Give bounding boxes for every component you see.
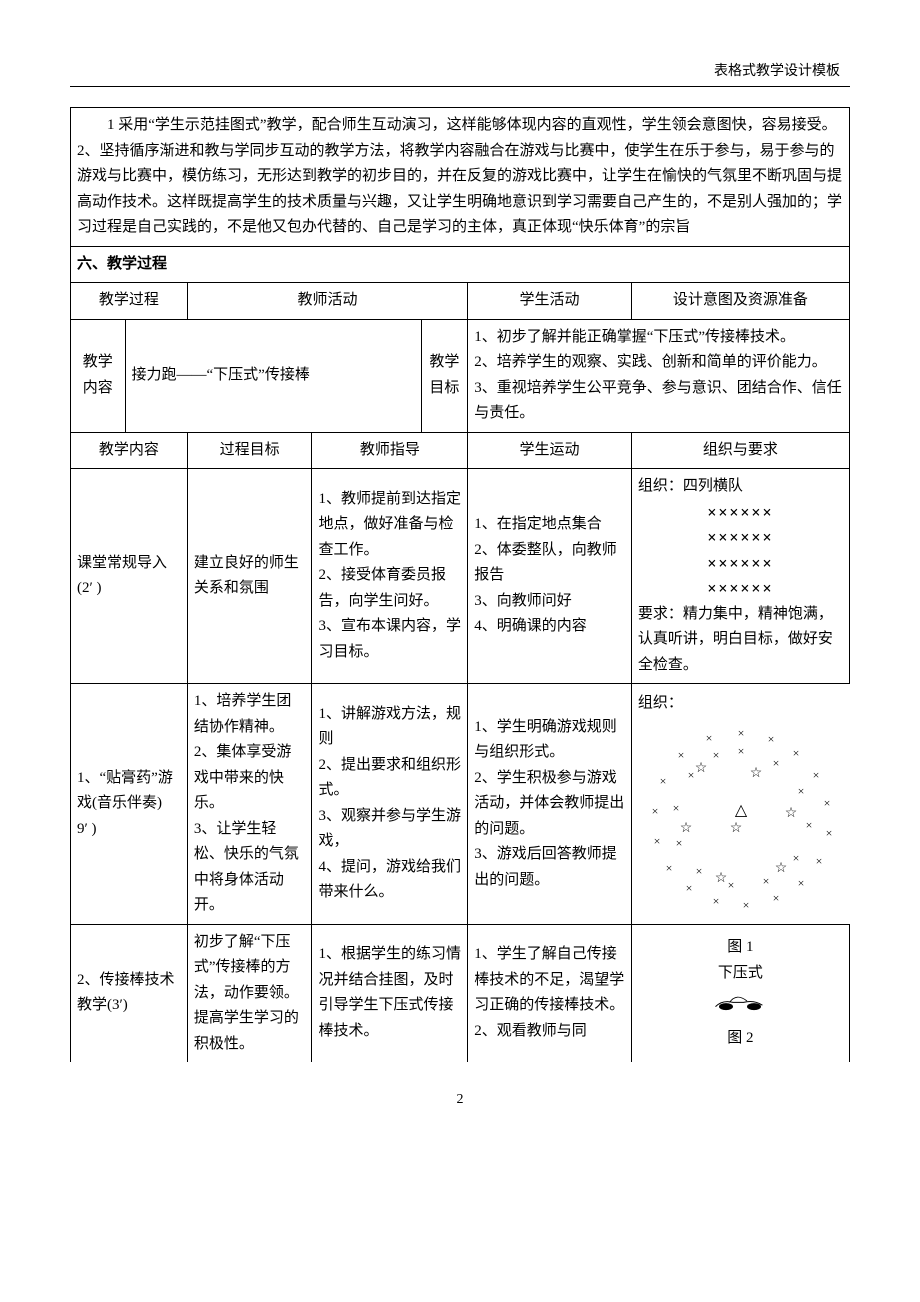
r3-goal: 初步了解“下压式”传接棒的方法，动作要领。提高学生学习的积极性。	[187, 924, 312, 1062]
running-header: 表格式教学设计模板	[70, 60, 850, 80]
r2-org: 组织： ××× ××× ××× ××× ××× ××× ××× ×××	[631, 684, 849, 925]
svg-text:☆: ☆	[679, 821, 692, 836]
r1-org: 组织：四列横队 ×××××× ×××××× ×××××× ×××××× 要求：精…	[631, 469, 849, 684]
svg-text:×: ×	[762, 874, 769, 888]
sub-hdr-teacher: 教师指导	[312, 432, 468, 469]
svg-text:×: ×	[675, 836, 682, 850]
r3-org: 图 1 下压式 图 2	[631, 924, 849, 1062]
svg-text:×: ×	[792, 746, 799, 760]
intro-para2: 2、坚持循序渐进和教与学同步互动的教学方法，将教学内容融合在游戏与比赛中，使学生…	[77, 139, 843, 241]
hdr-teacher: 教师活动	[187, 283, 467, 320]
svg-text:×: ×	[651, 804, 658, 818]
overview-content-label: 教学内容	[71, 319, 126, 432]
circle-formation-diagram: ××× ××× ××× ××× ××× ××× ××× ××× ××× ××× …	[641, 717, 841, 917]
svg-text:☆: ☆	[774, 861, 787, 876]
baton-hand-icon	[705, 986, 775, 1016]
section6-header: 六、教学过程	[71, 246, 850, 283]
r1-goal: 建立良好的师生关系和氛围	[187, 469, 312, 684]
svg-text:×: ×	[825, 826, 832, 840]
hdr-design: 设计意图及资源准备	[631, 283, 849, 320]
svg-text:×: ×	[737, 726, 744, 740]
page-number: 2	[70, 1092, 850, 1108]
r3-content: 2、传接棒技术教学(3′)	[71, 924, 188, 1062]
overview-goal-label: 教学目标	[421, 319, 468, 432]
r2-teacher: 1、讲解游戏方法，规则 2、提出要求和组织形式。 3、观察并参与学生游戏， 4、…	[312, 684, 468, 925]
overview-content-text: 接力跑——“下压式”传接棒	[125, 319, 421, 432]
svg-text:×: ×	[687, 768, 694, 782]
svg-text:×: ×	[797, 876, 804, 890]
r1-org-row3: ××××××	[638, 576, 843, 602]
hdr-student: 学生活动	[468, 283, 632, 320]
svg-text:×: ×	[727, 878, 734, 892]
r1-student: 1、在指定地点集合 2、体委整队，向教师报告 3、向教师问好 4、明确课的内容	[468, 469, 632, 684]
header-rule	[70, 86, 850, 87]
r3-student: 1、学生了解自己传接棒技术的不足，渴望学习正确的传接棒技术。 2、观看教师与同	[468, 924, 632, 1062]
svg-text:☆: ☆	[784, 806, 797, 821]
svg-text:☆: ☆	[749, 766, 762, 781]
svg-text:×: ×	[797, 784, 804, 798]
r1-org-top: 组织：四列横队	[638, 478, 743, 494]
svg-text:×: ×	[695, 864, 702, 878]
sub-hdr-content: 教学内容	[71, 432, 188, 469]
r1-org-row2: ××××××	[638, 551, 843, 577]
svg-text:×: ×	[737, 744, 744, 758]
svg-text:×: ×	[742, 898, 749, 912]
svg-text:☆: ☆	[729, 821, 742, 836]
r1-content: 课堂常规导入(2′ )	[71, 469, 188, 684]
svg-text:×: ×	[672, 801, 679, 815]
fig1-label: 图 1	[727, 939, 753, 955]
svg-text:×: ×	[772, 756, 779, 770]
fig1-caption: 下压式	[718, 965, 763, 981]
r2-org-label: 组织：	[638, 695, 683, 711]
svg-text:×: ×	[712, 748, 719, 762]
sub-hdr-student: 学生运动	[468, 432, 632, 469]
intro-para1: 1 采用“学生示范挂图式”教学，配合师生互动演习，这样能够体现内容的直观性，学生…	[77, 113, 843, 139]
r3-teacher: 1、根据学生的练习情况并结合挂图，及时引导学生下压式传接棒技术。	[312, 924, 468, 1062]
svg-text:△: △	[735, 802, 748, 819]
r2-student: 1、学生明确游戏规则与组织形式。 2、学生积极参与游戏活动，并体会教师提出的问题…	[468, 684, 632, 925]
svg-text:×: ×	[712, 894, 719, 908]
r1-org-row0: ××××××	[638, 500, 843, 526]
overview-goal-text: 1、初步了解并能正确掌握“下压式”传接棒技术。 2、培养学生的观察、实践、创新和…	[468, 319, 850, 432]
r1-org-bottom: 要求：精力集中，精神饱满，认真听讲，明白目标，做好安全检查。	[638, 606, 833, 673]
sub-hdr-org: 组织与要求	[631, 432, 849, 469]
r2-goal: 1、培养学生团结协作精神。 2、集体享受游戏中带来的快乐。 3、让学生轻松、快乐…	[187, 684, 312, 925]
svg-text:×: ×	[772, 891, 779, 905]
svg-text:×: ×	[792, 851, 799, 865]
sub-hdr-goal: 过程目标	[187, 432, 312, 469]
svg-text:×: ×	[653, 834, 660, 848]
fig2-label: 图 2	[727, 1030, 753, 1046]
svg-text:×: ×	[685, 881, 692, 895]
svg-text:×: ×	[805, 818, 812, 832]
svg-text:×: ×	[812, 768, 819, 782]
svg-text:×: ×	[659, 774, 666, 788]
r2-content: 1、“贴膏药”游戏(音乐伴奏) 9′ )	[71, 684, 188, 925]
lesson-plan-table: 1 采用“学生示范挂图式”教学，配合师生互动演习，这样能够体现内容的直观性，学生…	[70, 107, 850, 1062]
r1-teacher: 1、教师提前到达指定地点，做好准备与检查工作。 2、接受体育委员报告，向学生问好…	[312, 469, 468, 684]
intro-cell: 1 采用“学生示范挂图式”教学，配合师生互动演习，这样能够体现内容的直观性，学生…	[71, 108, 850, 247]
svg-text:×: ×	[767, 732, 774, 746]
svg-text:×: ×	[705, 731, 712, 745]
svg-text:☆: ☆	[714, 871, 727, 886]
hdr-process: 教学过程	[71, 283, 188, 320]
svg-text:×: ×	[815, 854, 822, 868]
svg-text:×: ×	[677, 748, 684, 762]
svg-text:×: ×	[665, 861, 672, 875]
svg-text:☆: ☆	[694, 761, 707, 776]
svg-text:×: ×	[823, 796, 830, 810]
r1-org-row1: ××××××	[638, 525, 843, 551]
